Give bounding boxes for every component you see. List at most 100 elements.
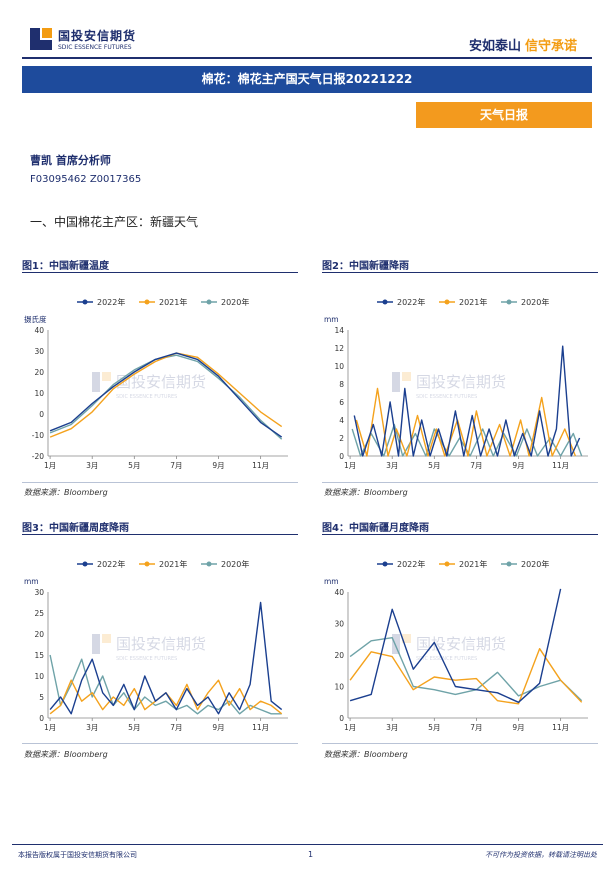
watermark-en: SDIC ESSENCE FUTURES (116, 394, 177, 400)
figure-2-bottom-rule (322, 482, 598, 483)
figure-1-chart: 国投安信期货 SDIC ESSENCE FUTURES 2022年 2021年 2020… (22, 290, 298, 478)
watermark-cn: 国投安信期货 (116, 373, 206, 391)
legend-marker-1 (444, 561, 450, 567)
license-number: F03095462 Z0017365 (30, 174, 142, 185)
x-tick-label-2: 5月 (128, 723, 140, 732)
y-tick-label-3: 30 (334, 620, 344, 629)
watermark: 国投安信期货 SDIC ESSENCE FUTURES (392, 634, 506, 662)
series-line-0 (349, 588, 562, 704)
legend-label-2: 2020年 (521, 297, 549, 307)
legend-label-1: 2021年 (159, 297, 187, 307)
legend-marker-0 (82, 299, 88, 305)
x-tick-label-5: 11月 (252, 723, 269, 732)
y-tick-label-2: 0 (39, 410, 44, 419)
figure-1-source: 数据来源：Bloomberg (24, 488, 108, 497)
y-axis-label: 摄氏度 (24, 314, 47, 324)
legend-label-2: 2020年 (221, 559, 249, 569)
watermark-logo-square (102, 634, 111, 643)
legend-label-0: 2022年 (397, 559, 425, 569)
x-tick-label-2: 5月 (128, 461, 140, 470)
figure-2-source: 数据来源：Bloomberg (324, 488, 408, 497)
legend-marker-1 (144, 299, 150, 305)
watermark-logo-square (402, 634, 411, 643)
watermark: 国投安信期货 SDIC ESSENCE FUTURES (92, 372, 206, 400)
figure-3-bottom-rule (22, 743, 298, 744)
x-tick-label-0: 1月 (344, 461, 356, 470)
series-line-2 (49, 654, 282, 715)
watermark-en: SDIC ESSENCE FUTURES (116, 656, 177, 662)
y-tick-label-7: 14 (334, 326, 344, 335)
y-tick-label-0: 0 (339, 714, 344, 723)
legend-label-0: 2022年 (97, 297, 125, 307)
x-tick-label-3: 7月 (170, 461, 182, 470)
author: 曹凯 首席分析师 (30, 154, 111, 167)
x-tick-label-5: 11月 (552, 723, 569, 732)
y-axis-label: mm (324, 577, 339, 586)
x-tick-label-4: 9月 (512, 461, 524, 470)
legend-label-2: 2020年 (221, 297, 249, 307)
x-tick-label-3: 7月 (470, 723, 482, 732)
watermark-logo-bar (392, 634, 400, 654)
watermark-logo-bar (392, 372, 400, 392)
figure-3-source: 数据来源：Bloomberg (24, 750, 108, 759)
figure-3-rule (22, 534, 298, 535)
logo-en-text: SDIC ESSENCE FUTURES (58, 44, 132, 51)
figure-2-title: 图2：中国新疆降雨 (322, 261, 409, 272)
series-line-1 (49, 352, 283, 438)
footer-divider (12, 844, 603, 845)
legend-marker-2 (206, 299, 212, 305)
page-number: 1 (308, 850, 314, 859)
x-tick-label-1: 3月 (86, 723, 98, 732)
series-line-1 (349, 647, 583, 705)
y-tick-label-2: 10 (34, 672, 44, 681)
y-tick-label-5: 10 (334, 362, 344, 371)
figure-1-bottom-rule (22, 482, 298, 483)
x-tick-label-4: 9月 (212, 461, 224, 470)
legend-marker-0 (82, 561, 88, 567)
watermark-en: SDIC ESSENCE FUTURES (416, 394, 477, 400)
x-tick-label-0: 1月 (44, 461, 56, 470)
x-tick-label-1: 3月 (86, 461, 98, 470)
legend-marker-2 (506, 561, 512, 567)
y-tick-label-6: 12 (334, 344, 344, 353)
x-tick-label-4: 9月 (512, 723, 524, 732)
series-line-2 (349, 636, 583, 702)
watermark-logo-square (102, 372, 111, 381)
watermark-cn: 国投安信期货 (416, 635, 506, 653)
figure-3-title: 图3：中国新疆周度降雨 (22, 523, 129, 534)
y-tick-label-4: 40 (334, 588, 344, 597)
slogan: 安如泰山 信守承诺 (469, 35, 577, 54)
logo-cn-text: 国投安信期货 (58, 29, 137, 43)
x-tick-label-4: 9月 (212, 723, 224, 732)
logo-mark-icon (30, 28, 52, 50)
x-tick-label-5: 11月 (252, 461, 269, 470)
y-tick-label-2: 20 (334, 651, 344, 660)
y-tick-label-2: 4 (339, 416, 344, 425)
x-tick-label-0: 1月 (344, 723, 356, 732)
watermark-logo-square (402, 372, 411, 381)
y-tick-label-6: 30 (34, 588, 44, 597)
y-axis-label: mm (324, 315, 339, 324)
watermark-cn: 国投安信期货 (416, 373, 506, 391)
y-tick-label-3: 6 (339, 398, 344, 407)
y-tick-label-4: 20 (34, 368, 44, 377)
x-tick-label-2: 5月 (428, 461, 440, 470)
figure-1-rule (22, 272, 298, 273)
y-tick-label-0: 0 (339, 452, 344, 461)
x-tick-label-0: 1月 (44, 723, 56, 732)
slogan-part2: 信守承诺 (524, 39, 577, 54)
x-tick-label-1: 3月 (386, 461, 398, 470)
figure-4-source: 数据来源：Bloomberg (324, 750, 408, 759)
watermark-logo-bar (92, 372, 100, 392)
watermark-en: SDIC ESSENCE FUTURES (416, 656, 477, 662)
legend-marker-0 (382, 561, 388, 567)
company-logo: 国投安信期货 SDIC ESSENCE FUTURES (28, 26, 178, 56)
y-tick-label-0: -20 (32, 452, 44, 461)
series-line-0 (353, 345, 581, 457)
series-line-0 (49, 352, 283, 438)
watermark-logo-bar (92, 634, 100, 654)
watermark-cn: 国投安信期货 (116, 635, 206, 653)
section-heading: 一、中国棉花主产区：新疆天气 (30, 215, 199, 229)
